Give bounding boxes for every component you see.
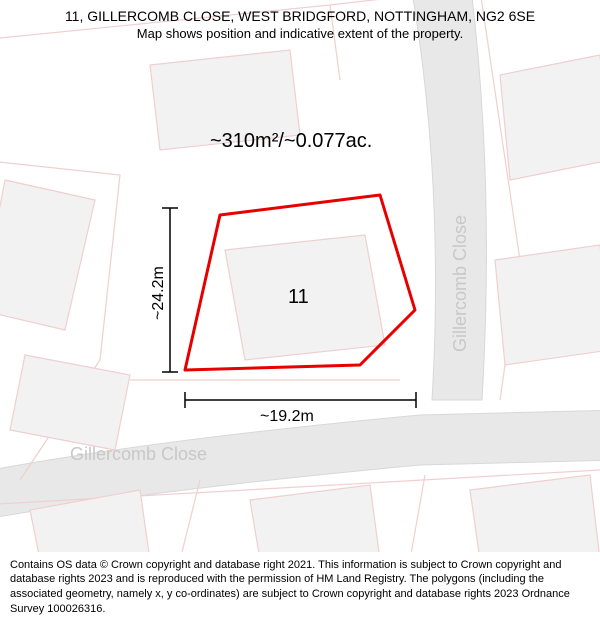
building (250, 485, 380, 555)
building (500, 55, 600, 180)
property-number: 11 (288, 286, 309, 309)
road-label-horizontal: Gillercomb Close (70, 444, 207, 465)
page-title: 11, GILLERCOMB CLOSE, WEST BRIDGFORD, NO… (10, 8, 590, 24)
header: 11, GILLERCOMB CLOSE, WEST BRIDGFORD, NO… (0, 0, 600, 45)
parcel-line (410, 475, 425, 555)
height-dim-label: ~24.2m (150, 266, 168, 320)
building (10, 355, 130, 450)
road-label-vertical: Gillercomb Close (450, 215, 471, 352)
building (0, 180, 95, 330)
page-subtitle: Map shows position and indicative extent… (10, 26, 590, 41)
parcel-line (180, 480, 200, 555)
copyright-text: Contains OS data © Crown copyright and d… (10, 559, 570, 616)
width-dim-label: ~19.2m (260, 408, 314, 426)
area-label: ~310m²/~0.077ac. (210, 130, 372, 153)
building (470, 475, 600, 555)
footer: Contains OS data © Crown copyright and d… (0, 552, 600, 625)
road-vertical (410, 0, 486, 400)
map-svg (0, 0, 600, 555)
building (495, 245, 600, 365)
